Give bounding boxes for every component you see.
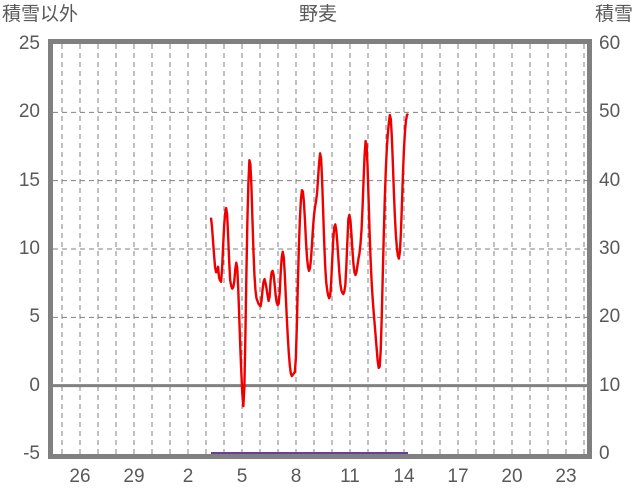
series-line (209, 112, 409, 408)
y-axis-right-tick: 30 (599, 238, 621, 259)
x-axis-tick: 17 (447, 466, 469, 487)
y-axis-right-tick: 20 (599, 306, 621, 328)
y-axis-left-tick: -5 (23, 443, 40, 464)
right-axis-title: 積雪 (594, 4, 633, 25)
x-axis-tick: 11 (340, 466, 360, 487)
y-axis-right-tick: 50 (599, 101, 621, 123)
y-axis-right-tick: 10 (599, 374, 621, 396)
plot-inner (53, 44, 587, 454)
y-axis-left-tick: 25 (18, 33, 40, 54)
x-axis-tick: 8 (290, 466, 302, 487)
x-axis-tick: 29 (123, 466, 145, 487)
plot-canvas (53, 44, 587, 454)
y-axis-left-tick: 15 (18, 169, 40, 191)
plot-area (48, 39, 592, 459)
left-axis-title: 積雪以外 (2, 4, 79, 25)
x-axis-tick: 2 (182, 466, 194, 487)
horizontal-gridlines (53, 111, 587, 318)
x-axis-tick: 20 (501, 466, 523, 487)
y-axis-left-tick: 0 (29, 374, 40, 396)
x-axis-tick: 5 (236, 466, 248, 487)
y-axis-left-tick: 5 (29, 306, 40, 328)
x-axis-tick: 23 (555, 466, 577, 487)
y-axis-right-tick: 60 (599, 33, 621, 54)
data-series (209, 112, 409, 454)
y-axis-left-tick: 10 (18, 238, 40, 259)
y-axis-right-tick: 40 (599, 169, 621, 191)
x-axis-tick: 26 (69, 466, 91, 487)
page-title: 野麦 (298, 4, 337, 25)
x-axis-tick: 14 (393, 466, 415, 487)
y-axis-right-tick: 0 (599, 443, 610, 464)
y-axis-left-tick: 20 (18, 101, 40, 123)
